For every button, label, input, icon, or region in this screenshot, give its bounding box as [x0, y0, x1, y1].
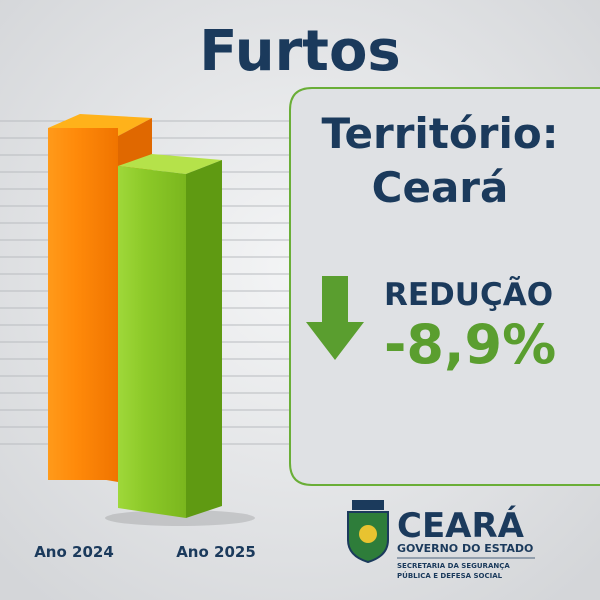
logo-secretariat: PÚBLICA E DEFESA SOCIAL: [397, 571, 503, 580]
bar-label: Ano 2025: [176, 543, 256, 561]
territory-label: Território:: [321, 109, 558, 158]
title: Furtos: [199, 19, 401, 84]
down-arrow: [306, 276, 364, 360]
logo-name: CEARÁ: [397, 505, 525, 546]
panel: [289, 87, 600, 486]
change-label: REDUÇÃO: [384, 276, 553, 313]
logo-government: GOVERNO DO ESTADO: [397, 542, 533, 555]
territory: Ceará: [372, 163, 509, 212]
logo-emblem: [347, 500, 389, 564]
bar-label: Ano 2024: [34, 543, 114, 561]
logo-secretariat: SECRETARIA DA SEGURANÇA: [397, 562, 510, 570]
bar-2025: [105, 154, 255, 526]
change-value: -8,9%: [384, 313, 556, 376]
